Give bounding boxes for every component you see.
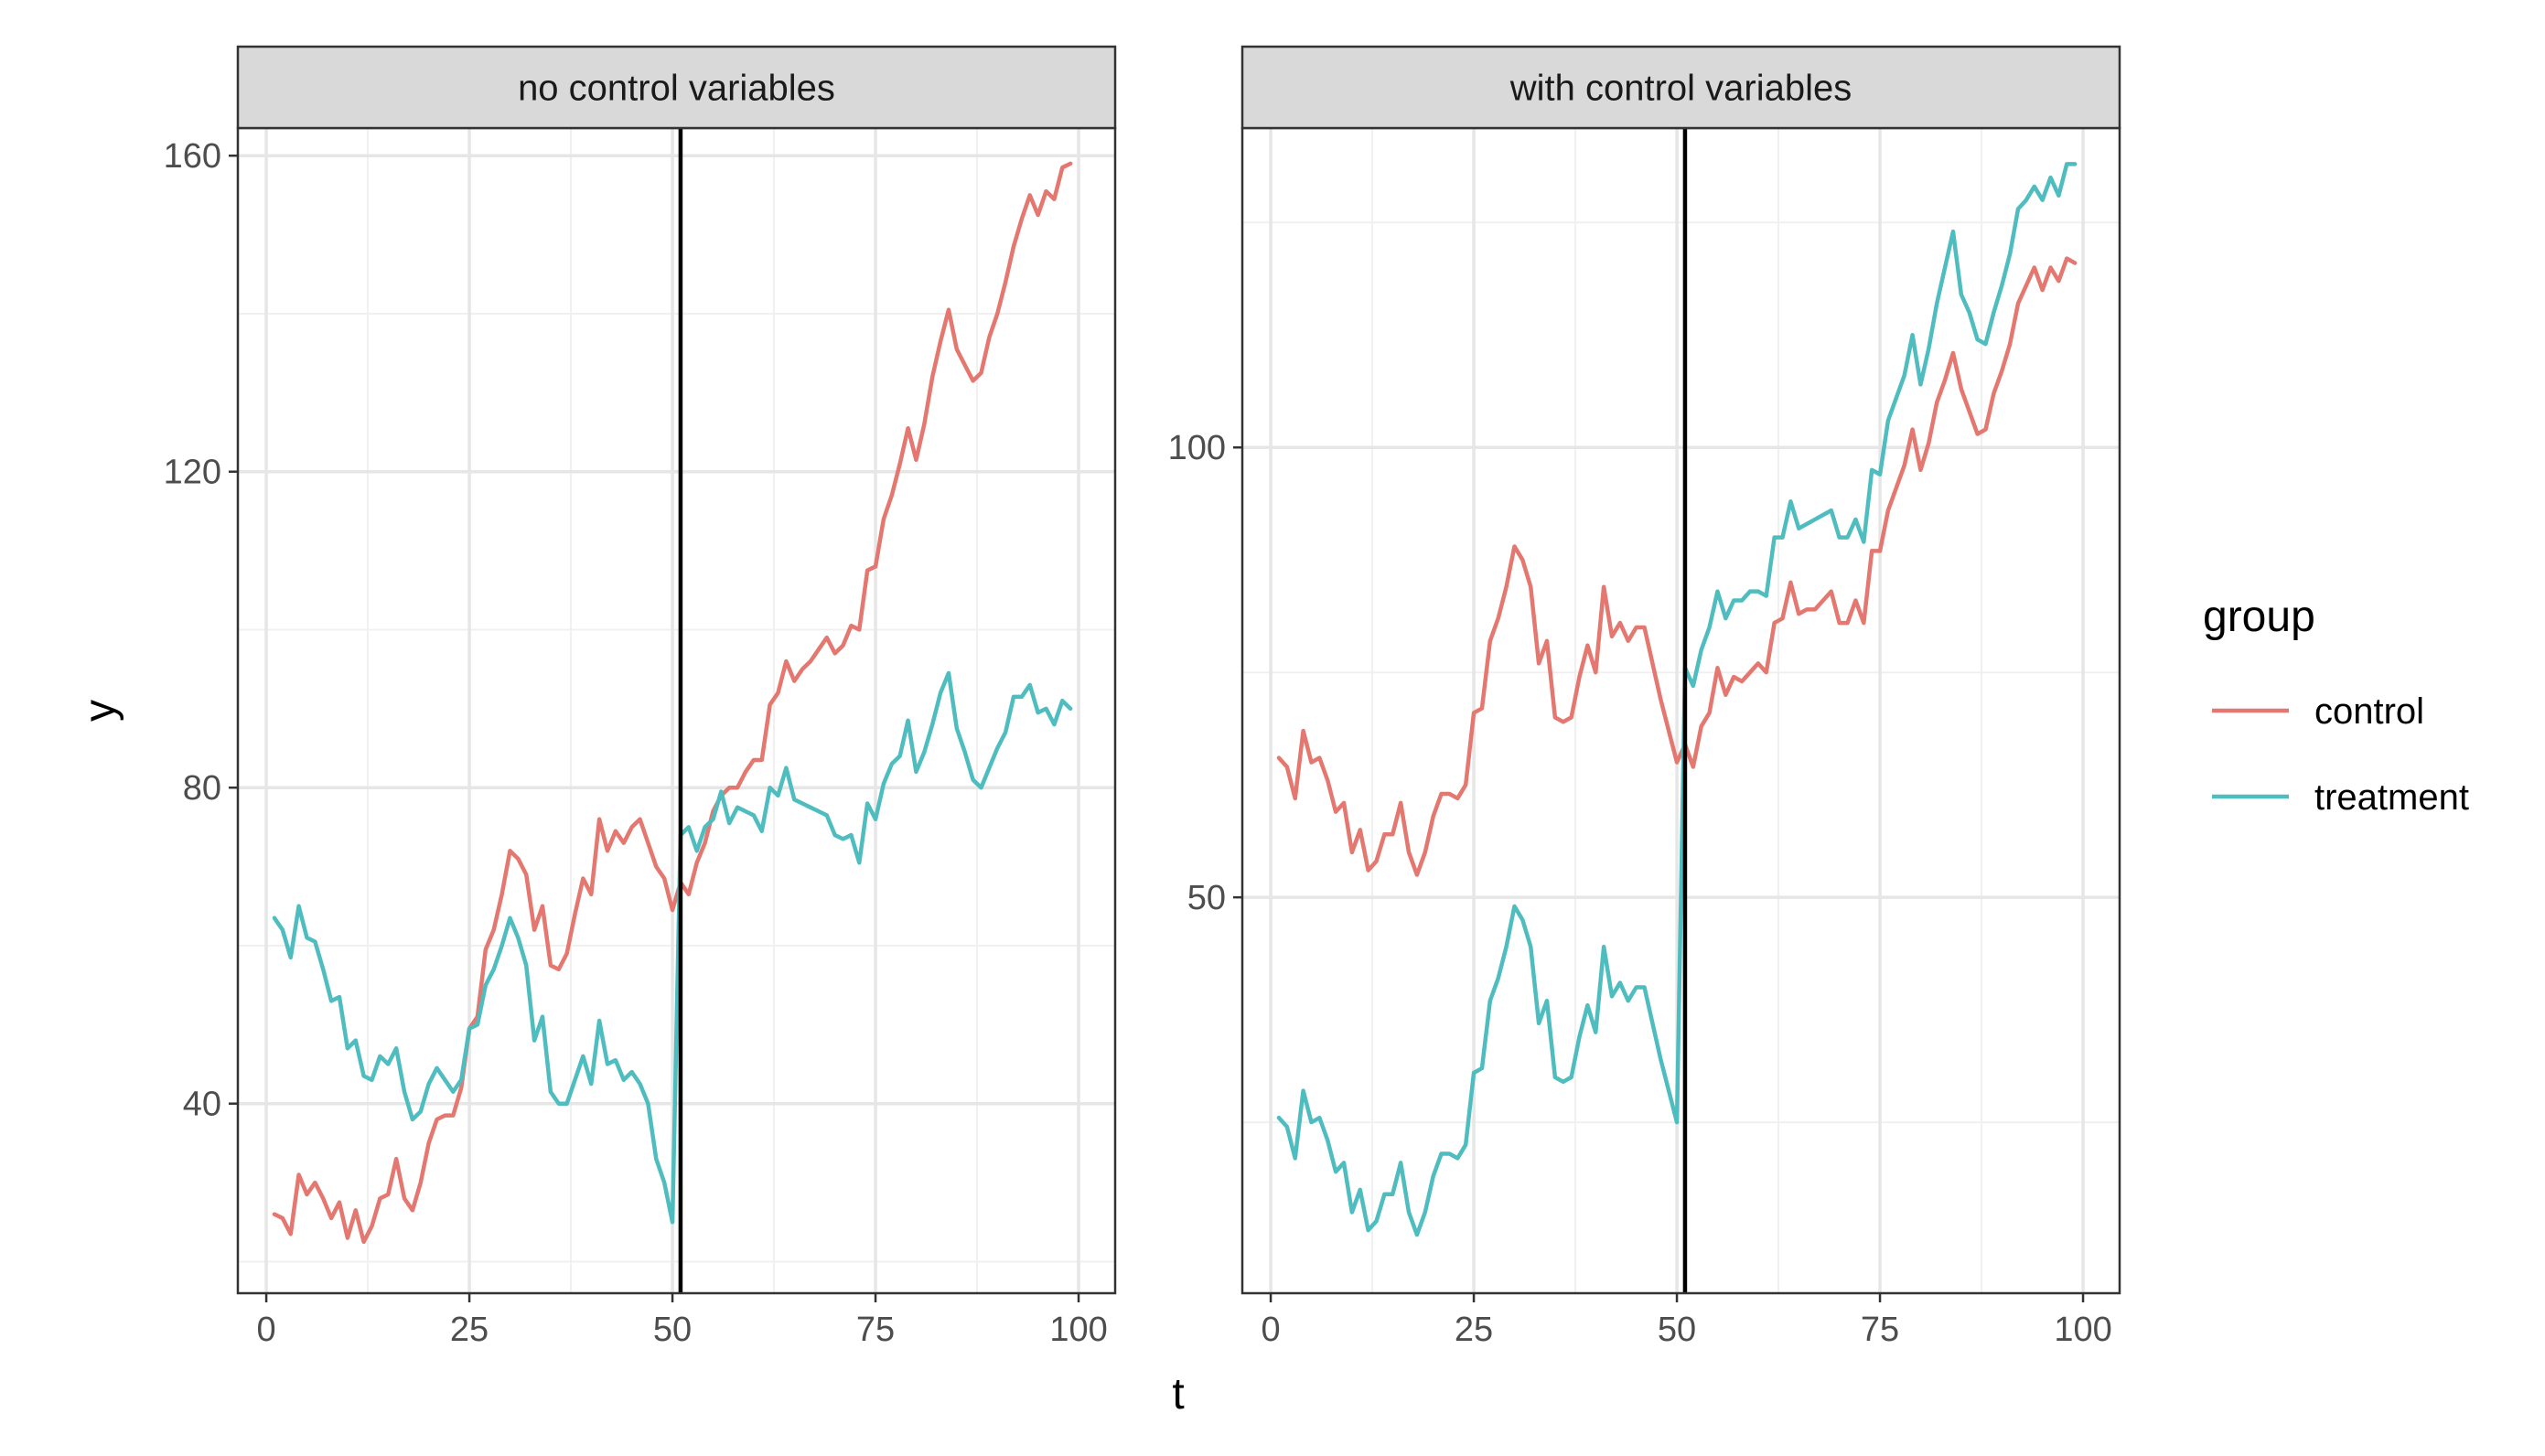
x-axis: 0 25 50 75 100	[1262, 1293, 2112, 1349]
x-axis-title: t	[1172, 1370, 1184, 1419]
legend-item-treatment: treatment	[2212, 777, 2469, 818]
y-tick-label: 40	[183, 1086, 221, 1124]
x-tick-label: 0	[1262, 1311, 1281, 1349]
series-lines	[1276, 162, 2078, 1237]
series-line-treatment	[272, 670, 1073, 1225]
series-line-treatment	[1276, 162, 2078, 1237]
legend: group control treatment	[2203, 593, 2469, 818]
x-tick-label: 100	[1049, 1311, 1107, 1349]
panel-2: with control variables 0 25 50 75 100 50 100	[1168, 45, 2121, 1349]
series-line-control	[272, 161, 1073, 1245]
series-line-control	[1276, 256, 2078, 877]
strip-background	[236, 45, 1117, 130]
y-tick-label: 100	[1168, 429, 1226, 467]
x-tick-label: 75	[1861, 1311, 1899, 1349]
legend-label-control: control	[2314, 691, 2424, 732]
strip-background	[1240, 45, 2121, 130]
series-lines	[272, 161, 1073, 1245]
legend-label-treatment: treatment	[2314, 777, 2469, 818]
x-tick-label: 50	[653, 1311, 692, 1349]
x-tick-label: 50	[1658, 1311, 1696, 1349]
y-axis: 50 100	[1168, 429, 1242, 917]
x-tick-label: 25	[450, 1311, 489, 1349]
x-tick-label: 25	[1455, 1311, 1493, 1349]
panel-title: with control variables	[1509, 69, 1852, 109]
y-axis: 40 80 120 160	[164, 137, 238, 1124]
panel-title: no control variables	[518, 69, 835, 109]
x-tick-label: 75	[856, 1311, 895, 1349]
panel-background	[1242, 128, 2120, 1293]
legend-item-control: control	[2212, 691, 2424, 732]
x-axis: 0 25 50 75 100	[257, 1293, 1108, 1349]
panel-1: no control variables 0 25 50 75 100 40 80 120 160	[164, 45, 1117, 1349]
y-axis-title: y	[76, 700, 124, 722]
y-tick-label: 120	[164, 454, 221, 492]
y-tick-label: 80	[183, 769, 221, 808]
y-tick-label: 160	[164, 137, 221, 176]
y-tick-label: 50	[1187, 879, 1226, 917]
x-tick-label: 0	[257, 1311, 276, 1349]
legend-title: group	[2203, 593, 2315, 641]
x-tick-label: 100	[2054, 1311, 2111, 1349]
